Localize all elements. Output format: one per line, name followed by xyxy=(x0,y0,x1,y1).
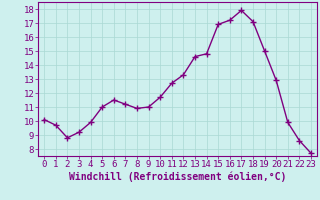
X-axis label: Windchill (Refroidissement éolien,°C): Windchill (Refroidissement éolien,°C) xyxy=(69,172,286,182)
